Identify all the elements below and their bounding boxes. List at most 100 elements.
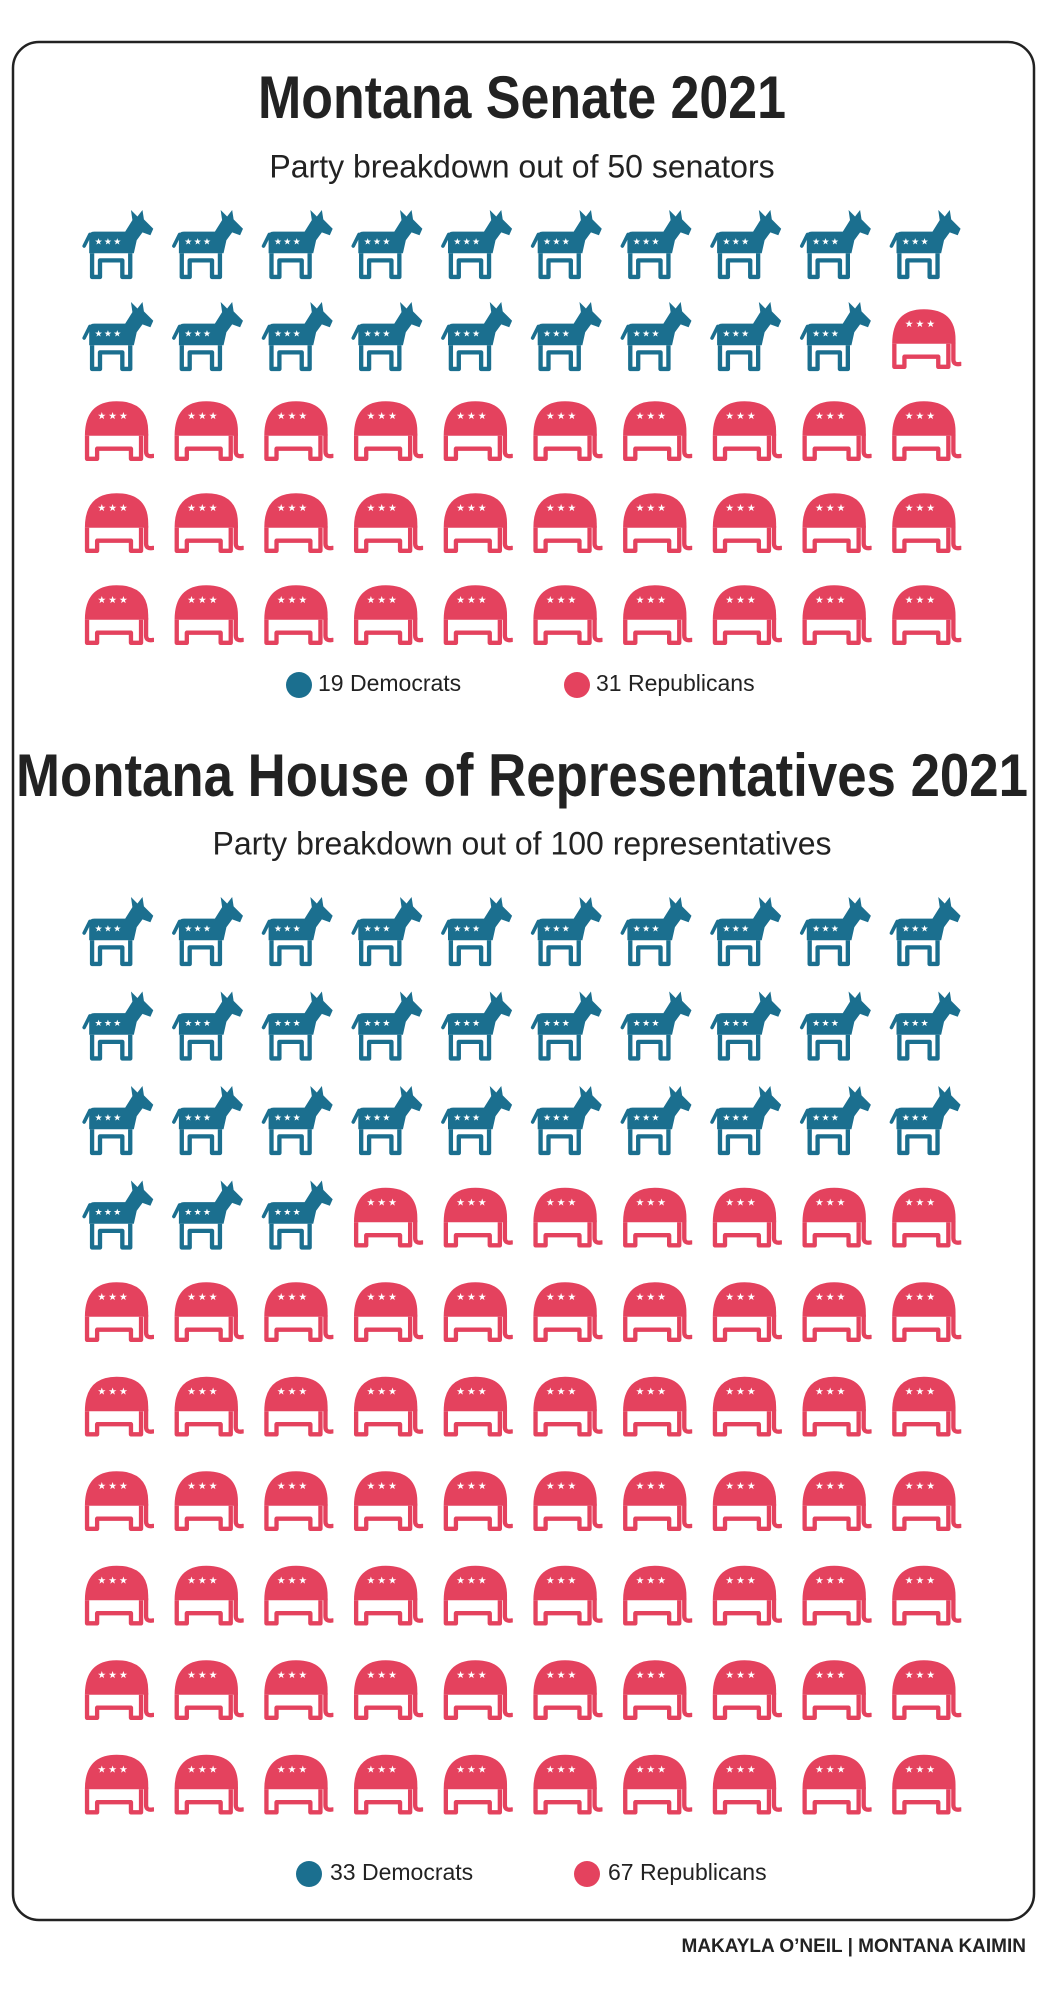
icon-donkey bbox=[264, 210, 333, 277]
legend-entry: 67 Republicans bbox=[608, 1859, 767, 1885]
icon-elephant bbox=[264, 1377, 332, 1435]
icon-donkey bbox=[533, 897, 602, 964]
chart-title: Montana Senate 2021 bbox=[258, 64, 786, 131]
legend-label: Republicans bbox=[640, 1859, 767, 1885]
icon-elephant bbox=[892, 585, 960, 643]
icon-elephant bbox=[623, 585, 691, 643]
icon-elephant bbox=[623, 1471, 691, 1529]
icon-donkey bbox=[443, 1086, 512, 1153]
legend-value: 19 bbox=[318, 670, 344, 696]
icon-donkey bbox=[174, 1086, 243, 1153]
icon-elephant bbox=[264, 401, 332, 459]
icon-elephant bbox=[444, 1188, 512, 1246]
icon-elephant bbox=[175, 1660, 243, 1718]
icon-elephant bbox=[802, 1755, 870, 1813]
icon-elephant bbox=[623, 1566, 691, 1624]
icon-elephant bbox=[533, 1566, 601, 1624]
icon-donkey bbox=[174, 210, 243, 277]
icon-donkey bbox=[174, 1181, 243, 1248]
icon-donkey bbox=[533, 1086, 602, 1153]
icon-donkey bbox=[174, 302, 243, 369]
icon-elephant bbox=[175, 1471, 243, 1529]
icon-elephant bbox=[175, 1282, 243, 1340]
icon-donkey bbox=[802, 992, 871, 1059]
icon-elephant bbox=[354, 1566, 422, 1624]
icon-elephant bbox=[802, 1188, 870, 1246]
icon-elephant bbox=[623, 401, 691, 459]
icon-elephant bbox=[354, 401, 422, 459]
icon-elephant bbox=[713, 1566, 781, 1624]
icon-donkey bbox=[891, 897, 960, 964]
icon-elephant bbox=[802, 1471, 870, 1529]
icon-elephant bbox=[533, 1660, 601, 1718]
icon-elephant bbox=[85, 1471, 153, 1529]
icon-elephant bbox=[623, 1377, 691, 1435]
icon-elephant bbox=[802, 1282, 870, 1340]
icon-elephant bbox=[713, 1755, 781, 1813]
icon-donkey bbox=[353, 210, 422, 277]
icon-elephant bbox=[444, 1566, 512, 1624]
icon-elephant bbox=[354, 1377, 422, 1435]
icon-donkey bbox=[264, 992, 333, 1059]
icon-elephant bbox=[85, 493, 153, 551]
icon-donkey bbox=[264, 1086, 333, 1153]
icon-elephant bbox=[892, 1566, 960, 1624]
icon-elephant bbox=[802, 1660, 870, 1718]
icon-donkey bbox=[84, 302, 153, 369]
icon-elephant bbox=[264, 493, 332, 551]
icon-elephant bbox=[533, 493, 601, 551]
icon-elephant bbox=[354, 493, 422, 551]
icon-elephant bbox=[892, 401, 960, 459]
icon-elephant bbox=[533, 1471, 601, 1529]
icon-donkey bbox=[84, 897, 153, 964]
icon-donkey bbox=[443, 302, 512, 369]
icon-donkey bbox=[622, 992, 691, 1059]
icon-donkey bbox=[712, 210, 781, 277]
icon-elephant bbox=[444, 1755, 512, 1813]
icon-elephant bbox=[892, 1282, 960, 1340]
legend-swatch bbox=[286, 672, 312, 698]
icon-donkey bbox=[84, 210, 153, 277]
legend-swatch bbox=[296, 1861, 322, 1887]
icon-donkey bbox=[353, 897, 422, 964]
icon-elephant bbox=[444, 585, 512, 643]
icon-elephant bbox=[802, 1566, 870, 1624]
icon-elephant bbox=[892, 1660, 960, 1718]
icon-elephant bbox=[533, 1188, 601, 1246]
icon-elephant bbox=[175, 1755, 243, 1813]
icon-elephant bbox=[264, 585, 332, 643]
icon-elephant bbox=[175, 1377, 243, 1435]
icon-elephant bbox=[533, 1755, 601, 1813]
icon-elephant bbox=[354, 585, 422, 643]
icon-elephant bbox=[713, 1377, 781, 1435]
icon-donkey bbox=[443, 897, 512, 964]
icon-donkey bbox=[443, 210, 512, 277]
icon-elephant bbox=[623, 1755, 691, 1813]
icon-elephant bbox=[713, 1282, 781, 1340]
icon-elephant bbox=[713, 401, 781, 459]
icon-donkey bbox=[353, 302, 422, 369]
icon-elephant bbox=[802, 1377, 870, 1435]
icon-elephant bbox=[533, 585, 601, 643]
legend-swatch bbox=[574, 1861, 600, 1887]
icon-elephant bbox=[802, 493, 870, 551]
icon-elephant bbox=[85, 585, 153, 643]
credit: MAKAYLA O’NEIL | MONTANA KAIMIN bbox=[682, 1936, 1027, 1957]
icon-donkey bbox=[802, 302, 871, 369]
icon-elephant bbox=[264, 1660, 332, 1718]
legend-entry: 19 Democrats bbox=[318, 670, 461, 696]
legend-swatch bbox=[564, 672, 590, 698]
icon-elephant bbox=[85, 1377, 153, 1435]
icon-elephant bbox=[444, 401, 512, 459]
icon-elephant bbox=[264, 1282, 332, 1340]
icon-donkey bbox=[802, 210, 871, 277]
icon-elephant bbox=[713, 1660, 781, 1718]
icon-elephant bbox=[354, 1471, 422, 1529]
chart-subtitle: Party breakdown out of 100 representativ… bbox=[212, 825, 831, 861]
legend-value: 67 bbox=[608, 1859, 634, 1885]
icon-donkey bbox=[264, 1181, 333, 1248]
icon-elephant bbox=[623, 493, 691, 551]
legend-entry: 31 Republicans bbox=[596, 670, 755, 696]
icon-donkey bbox=[712, 302, 781, 369]
